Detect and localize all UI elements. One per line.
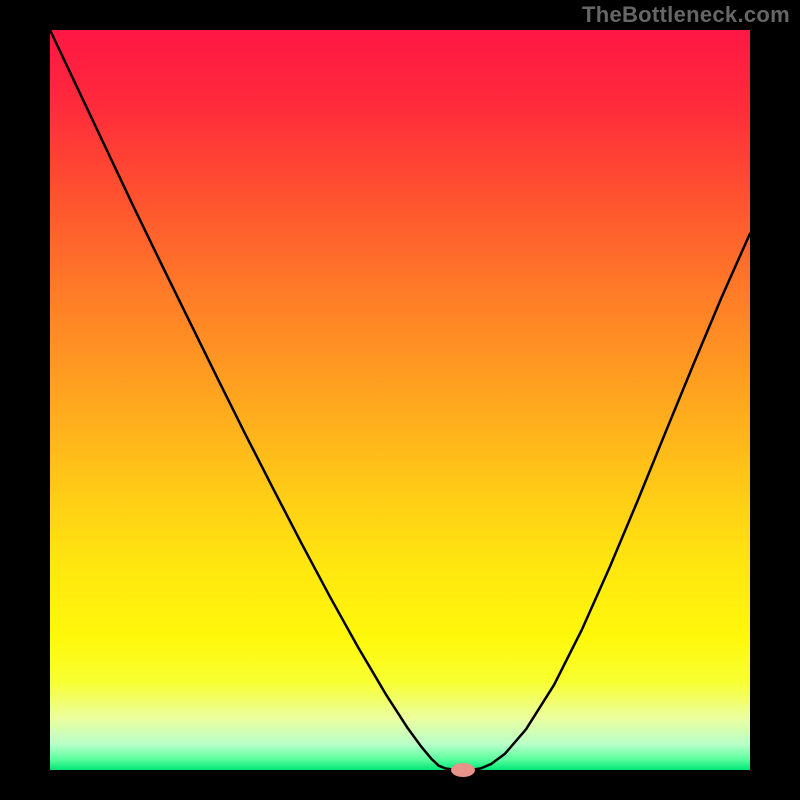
gradient-background (50, 30, 750, 770)
chart-container: TheBottleneck.com (0, 0, 800, 800)
watermark-text: TheBottleneck.com (582, 2, 790, 28)
bottleneck-chart (0, 0, 800, 800)
optimal-point-marker (451, 763, 475, 777)
